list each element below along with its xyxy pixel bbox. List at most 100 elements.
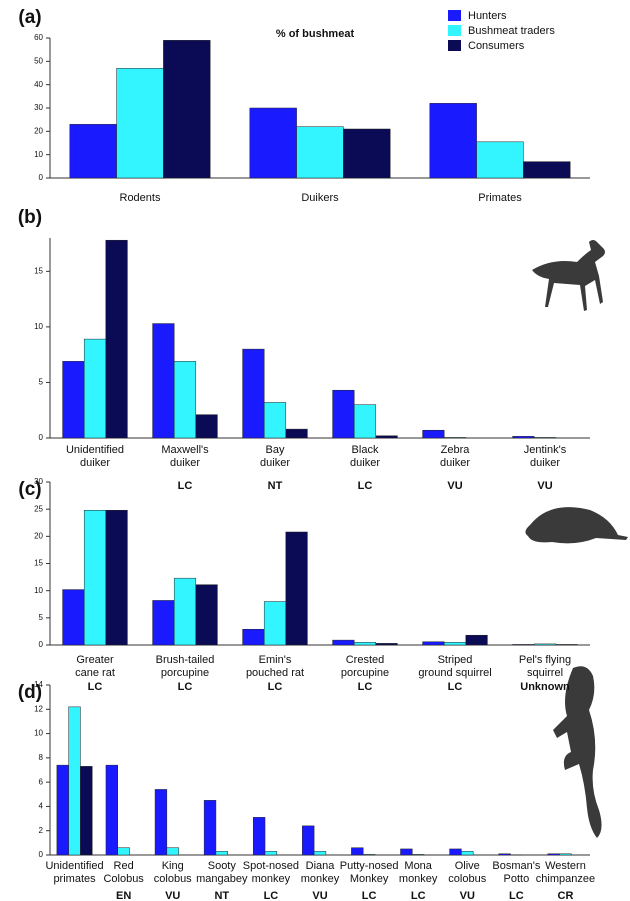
status-label: LC — [358, 480, 373, 492]
y-tick-label: 5 — [39, 378, 44, 387]
status-label: LC — [178, 681, 193, 693]
bar — [204, 800, 216, 855]
bar — [153, 324, 175, 438]
bar — [513, 436, 535, 438]
y-tick-label: 15 — [34, 559, 43, 568]
bar — [153, 600, 175, 645]
x-tick-label: Greatercane rat — [75, 654, 115, 679]
x-tick-label: Maxwell'sduiker — [161, 444, 209, 469]
y-tick-label: 6 — [39, 777, 44, 786]
bar — [196, 585, 218, 645]
status-label: LC — [448, 681, 463, 693]
bar — [499, 854, 511, 855]
rat-silhouette — [525, 507, 628, 543]
x-tick-label: Primates — [478, 192, 522, 204]
bar — [423, 642, 445, 645]
bar — [286, 532, 308, 645]
bar — [163, 40, 210, 178]
y-tick-label: 20 — [34, 531, 43, 540]
bar — [401, 849, 413, 855]
bar — [450, 849, 462, 855]
x-tick-label: Duikers — [301, 192, 339, 204]
bar — [376, 436, 398, 438]
bar — [57, 765, 69, 855]
bar — [354, 405, 376, 438]
bar — [548, 854, 560, 855]
bar — [253, 817, 265, 855]
bar — [106, 510, 128, 645]
y-tick-label: 14 — [34, 680, 43, 689]
bar — [84, 510, 106, 645]
bar — [560, 854, 572, 855]
bar — [118, 848, 130, 855]
status-label: EN — [116, 890, 131, 901]
y-tick-label: 0 — [39, 850, 44, 859]
bar — [117, 68, 164, 178]
y-tick-label: 10 — [34, 729, 43, 738]
bar — [80, 766, 92, 855]
x-tick-label: Bosman'sPotto — [492, 860, 540, 885]
status-label: VU — [460, 890, 475, 901]
y-tick-label: 25 — [34, 504, 43, 513]
y-tick-label: 0 — [39, 433, 44, 442]
status-label: LC — [268, 681, 283, 693]
legend-label: Hunters — [468, 10, 507, 22]
bar — [466, 635, 488, 645]
y-tick-label: 20 — [34, 126, 43, 135]
legend-swatch — [448, 40, 461, 51]
bar — [430, 103, 477, 178]
bar — [174, 578, 196, 645]
bar — [556, 644, 578, 645]
bar — [412, 854, 424, 855]
bar — [243, 629, 265, 645]
status-label: CR — [558, 890, 574, 901]
y-tick-label: 10 — [34, 322, 43, 331]
status-label: NT — [268, 480, 283, 492]
bar — [423, 430, 445, 438]
bar — [297, 127, 344, 178]
bar — [69, 707, 81, 855]
bar — [513, 644, 535, 645]
y-tick-label: 2 — [39, 826, 44, 835]
bar — [376, 643, 398, 645]
status-label: VU — [447, 480, 462, 492]
bar — [444, 642, 466, 645]
legend-swatch — [448, 10, 461, 21]
x-tick-label: Unidentifiedprimates — [45, 860, 103, 885]
x-tick-label: Crestedporcupine — [341, 654, 389, 679]
bar — [363, 854, 375, 855]
bar — [302, 826, 314, 855]
y-tick-label: 30 — [34, 477, 43, 486]
y-tick-label: 12 — [34, 704, 43, 713]
x-tick-label: Spot-nosedmonkey — [243, 860, 299, 885]
bar — [167, 848, 179, 855]
bar — [534, 437, 556, 438]
y-tick-label: 4 — [39, 802, 44, 811]
x-tick-label: Kingcolobus — [154, 860, 192, 885]
bar — [196, 415, 218, 438]
bar — [343, 129, 390, 178]
status-label: NT — [214, 890, 229, 901]
bar — [477, 142, 524, 178]
y-tick-label: 10 — [34, 586, 43, 595]
bar — [333, 390, 355, 438]
panel-title: % of bushmeat — [276, 28, 355, 40]
bar — [63, 361, 85, 438]
y-tick-label: 40 — [34, 80, 43, 89]
y-tick-label: 0 — [39, 173, 44, 182]
figure: (a)% of bushmeat0102030405060RodentsDuik… — [0, 0, 630, 901]
bar — [70, 124, 117, 178]
status-label: VU — [537, 480, 552, 492]
duiker-silhouette — [532, 240, 605, 311]
x-tick-label: Rodents — [120, 192, 161, 204]
status-label: VU — [165, 890, 180, 901]
status-label: Unknown — [520, 681, 570, 693]
